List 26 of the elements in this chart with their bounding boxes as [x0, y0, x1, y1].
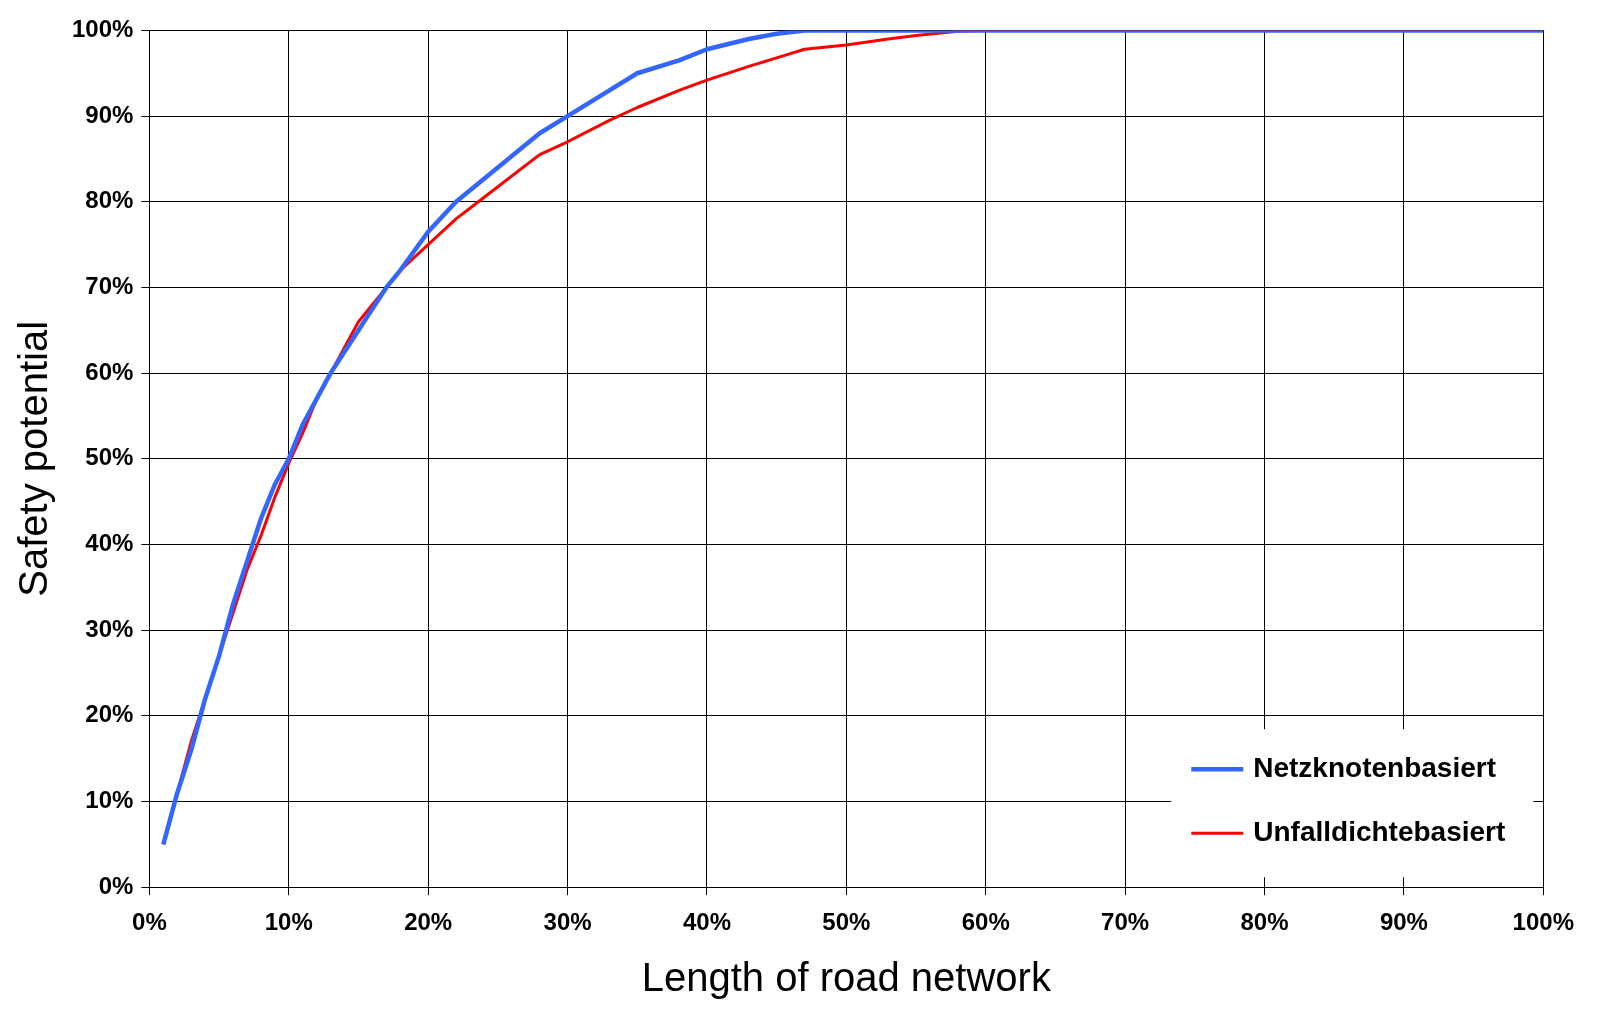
y-tick-label: 60%: [85, 357, 134, 385]
x-tick-label: 40%: [682, 908, 731, 936]
y-tick-label: 30%: [85, 614, 134, 642]
y-tick-label: 40%: [85, 529, 134, 557]
legend-label: Unfalldichtebasiert: [1253, 815, 1506, 847]
x-tick-label: 30%: [543, 908, 592, 936]
x-axis-title: Length of road network: [641, 955, 1052, 1000]
x-tick-label: 80%: [1240, 908, 1289, 936]
y-tick-label: 10%: [85, 786, 134, 814]
y-tick-label: 100%: [71, 15, 134, 43]
y-tick-label: 50%: [85, 443, 134, 471]
y-tick-label: 90%: [85, 100, 134, 128]
x-tick-label: 60%: [961, 908, 1010, 936]
x-tick-label: 50%: [822, 908, 871, 936]
x-tick-label: 100%: [1512, 908, 1574, 936]
x-tick-label: 10%: [264, 908, 313, 936]
x-tick-label: 0%: [132, 908, 167, 936]
y-tick-label: 80%: [85, 186, 134, 214]
x-tick-label: 90%: [1379, 908, 1428, 936]
y-axis-title: Safety potential: [11, 320, 56, 597]
x-tick-label: 70%: [1101, 908, 1150, 936]
legend-label: Netzknotenbasiert: [1253, 751, 1496, 783]
y-tick-label: 20%: [85, 700, 134, 728]
x-tick-label: 20%: [404, 908, 453, 936]
y-tick-label: 0%: [98, 871, 134, 899]
y-tick-label: 70%: [85, 272, 134, 300]
